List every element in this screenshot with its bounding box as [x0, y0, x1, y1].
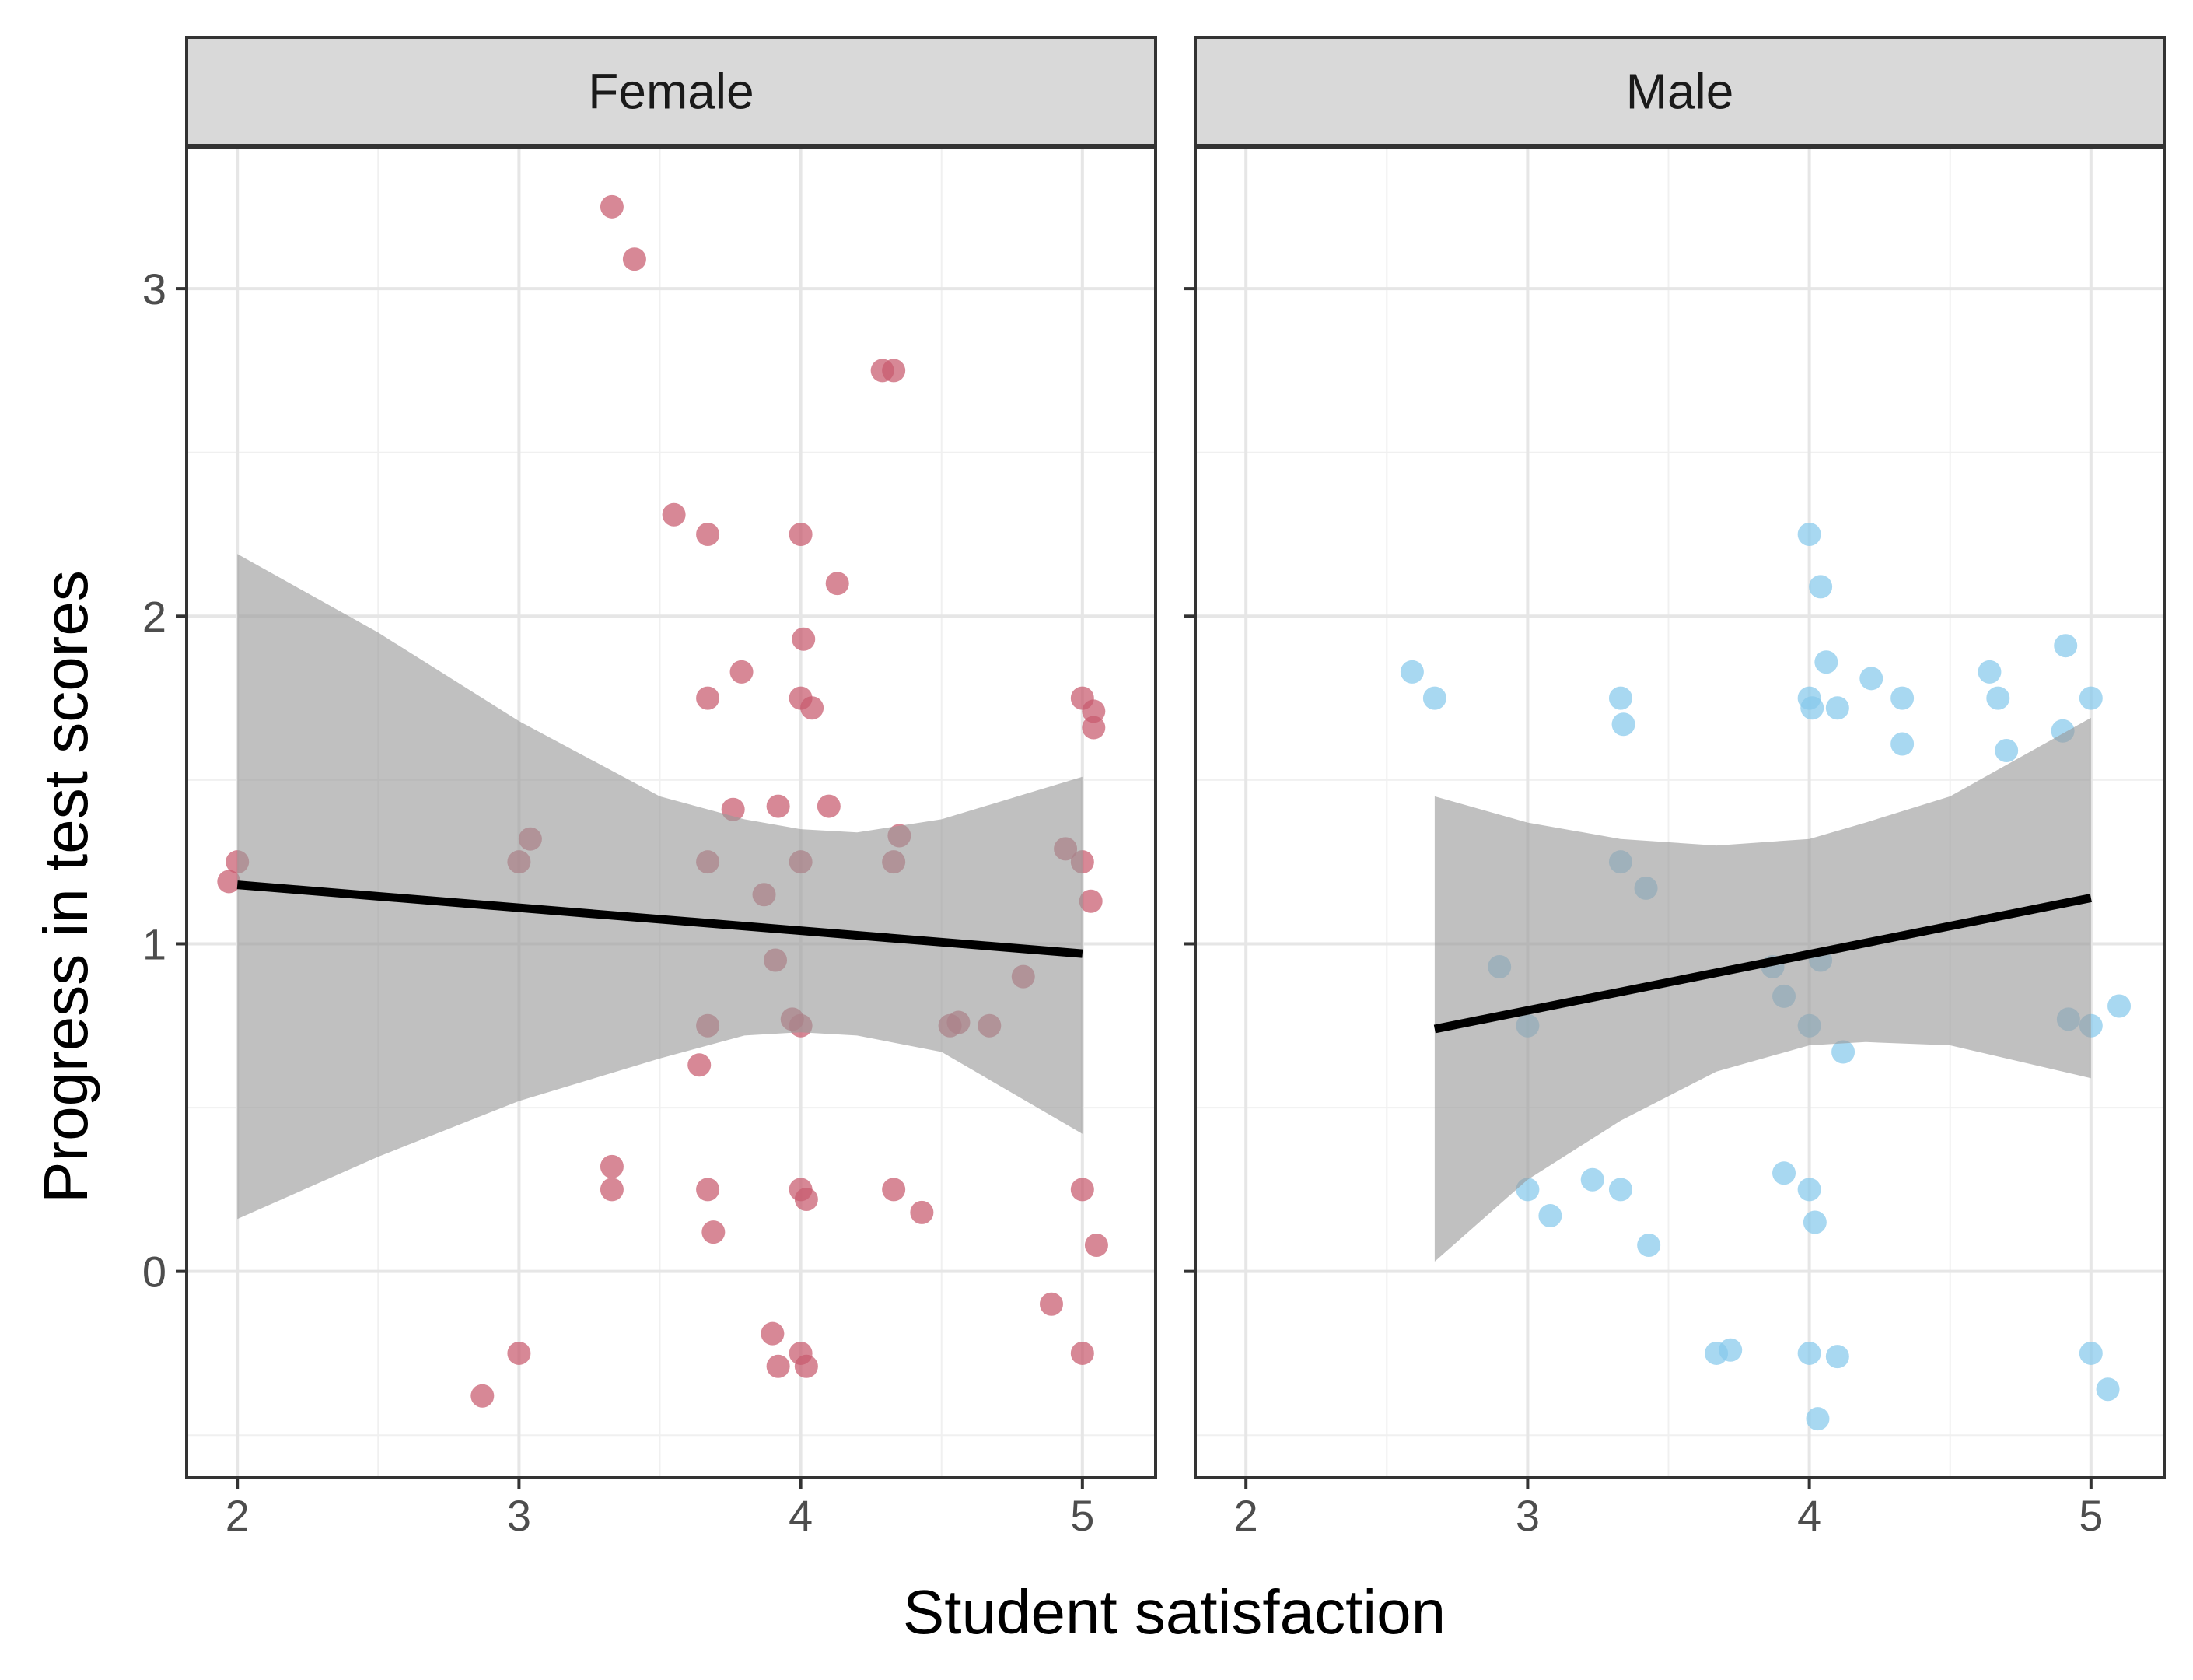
data-point: [2079, 686, 2103, 710]
data-point: [696, 686, 720, 710]
y-axis-title: Progress in test scores: [31, 570, 100, 1203]
data-point: [1070, 1178, 1094, 1202]
data-point: [1797, 1178, 1821, 1202]
x-axis: 2 3 4 5: [226, 1478, 1094, 1540]
data-point: [217, 870, 241, 894]
x-tick-label: 2: [1234, 1491, 1258, 1540]
data-point: [882, 359, 906, 383]
data-point: [1400, 660, 1424, 684]
data-point: [766, 794, 790, 818]
facet-panel-female: Female 2 3 4 5: [176, 36, 1157, 1540]
data-point: [1825, 696, 1849, 720]
panel-border: [185, 146, 1157, 1479]
facet-strip-label: Female: [588, 64, 754, 120]
x-axis: 2 3 4 5: [1234, 1478, 2103, 1540]
data-point: [1825, 1345, 1849, 1369]
y-tick-label: 2: [142, 592, 166, 641]
data-point: [1608, 1178, 1632, 1202]
panel-border: [1194, 146, 2166, 1479]
data-point: [1809, 575, 1833, 599]
data-point: [1797, 522, 1821, 546]
trend-line: [1433, 894, 2092, 1034]
x-tick-label: 3: [1516, 1491, 1540, 1540]
data-point: [470, 1384, 495, 1408]
data-point: [794, 1354, 818, 1378]
data-point: [1608, 686, 1632, 710]
data-point: [910, 1200, 934, 1224]
data-point: [696, 522, 720, 546]
data-point: [600, 1154, 624, 1178]
data-point: [701, 1220, 726, 1244]
data-point: [1995, 738, 2019, 762]
confidence-band: [1434, 717, 2091, 1262]
x-tick-label: 2: [226, 1491, 250, 1540]
data-point: [729, 660, 754, 684]
data-point: [1082, 716, 1106, 740]
y-tick-label: 0: [142, 1248, 166, 1297]
data-point: [789, 522, 813, 546]
data-point: [792, 627, 816, 651]
data-point: [766, 1354, 790, 1378]
data-point: [825, 572, 849, 596]
data-point: [1986, 686, 2010, 710]
data-point: [1803, 1210, 1827, 1234]
data-point: [1637, 1233, 1661, 1257]
data-point: [817, 794, 841, 818]
data-point: [600, 1178, 624, 1202]
panels-layer: Female 2 3 4 5 Male 2 3 4 5: [176, 36, 2166, 1540]
data-point: [1084, 1233, 1108, 1257]
data-point: [600, 194, 624, 219]
data-point: [696, 1178, 720, 1202]
data-point: [1772, 1161, 1796, 1185]
data-point: [662, 502, 686, 527]
data-point: [1800, 696, 1824, 720]
data-point: [794, 1187, 818, 1211]
y-axis: 0 1 2 3: [142, 264, 166, 1297]
y-tick-label: 1: [142, 919, 166, 968]
data-point: [1070, 1341, 1094, 1365]
data-point: [1890, 732, 1915, 756]
data-point: [1538, 1204, 1562, 1228]
facet-strip: [1194, 36, 2166, 147]
x-tick-label: 5: [2079, 1491, 2103, 1540]
data-point: [1814, 650, 1838, 674]
data-point: [507, 1341, 531, 1365]
data-point: [687, 1053, 712, 1077]
facet-strip-label: Male: [1626, 64, 1734, 120]
data-point: [1719, 1338, 1743, 1362]
x-axis-title: Student satisfaction: [903, 1577, 1446, 1647]
x-tick-label: 3: [507, 1491, 531, 1540]
data-point: [1422, 686, 1446, 710]
data-point: [1079, 889, 1103, 913]
trend-line: [236, 880, 1083, 958]
data-point: [2096, 1377, 2120, 1402]
data-point: [1082, 699, 1106, 723]
data-point: [1890, 686, 1915, 710]
y-tick-label: 3: [142, 264, 166, 313]
data-point: [1831, 1040, 1855, 1064]
data-point: [1806, 1407, 1830, 1431]
data-point: [800, 696, 824, 720]
data-point: [2054, 634, 2078, 658]
facet-panel-male: Male 2 3 4 5: [1184, 36, 2166, 1540]
data-point: [1859, 667, 1883, 691]
data-point: [2107, 994, 2132, 1018]
data-point: [1978, 660, 2002, 684]
x-tick-label: 4: [1797, 1491, 1821, 1540]
data-point: [622, 247, 646, 271]
confidence-band: [237, 554, 1083, 1220]
data-point: [761, 1321, 785, 1346]
x-tick-label: 5: [1070, 1491, 1094, 1540]
data-point: [1580, 1167, 1604, 1192]
data-point: [1039, 1292, 1063, 1316]
x-tick-label: 4: [789, 1491, 813, 1540]
data-point: [1611, 712, 1635, 737]
gridlines: [1195, 148, 2164, 1478]
data-point: [1797, 1341, 1821, 1365]
data-point: [2079, 1341, 2103, 1365]
facet-strip: [185, 36, 1157, 147]
data-point: [882, 1178, 906, 1202]
